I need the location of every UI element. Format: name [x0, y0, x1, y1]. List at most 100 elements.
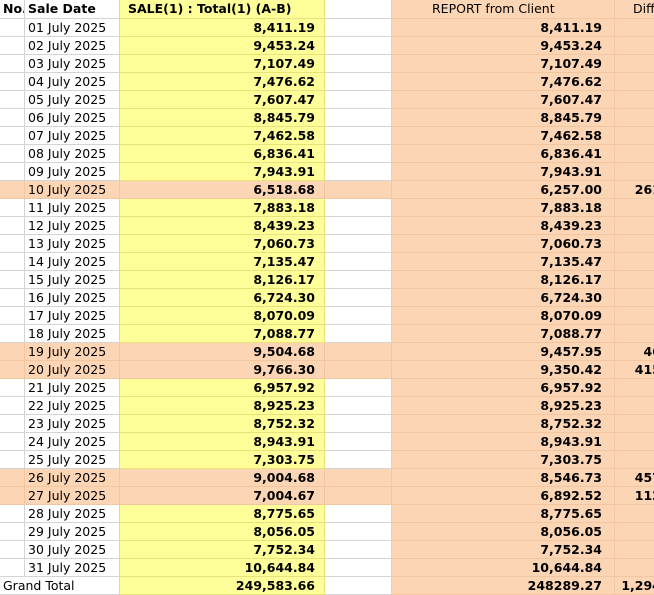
empty-cell[interactable]	[325, 361, 392, 379]
grand-total-report[interactable]: 248289.27	[392, 577, 615, 595]
empty-cell[interactable]	[325, 217, 392, 235]
diff-cell[interactable]: -	[615, 109, 654, 127]
row-number-cell[interactable]	[0, 253, 25, 271]
empty-cell[interactable]	[325, 55, 392, 73]
diff-cell[interactable]: -	[615, 37, 654, 55]
report-cell[interactable]: 8,126.17	[392, 271, 615, 289]
row-number-cell[interactable]	[0, 343, 25, 361]
sale-total-cell[interactable]: 7,060.73	[120, 235, 325, 253]
row-number-cell[interactable]	[0, 217, 25, 235]
row-number-cell[interactable]	[0, 73, 25, 91]
sale-total-cell[interactable]: 6,957.92	[120, 379, 325, 397]
empty-cell[interactable]	[325, 289, 392, 307]
diff-cell[interactable]: -	[615, 163, 654, 181]
sale-total-cell[interactable]: 9,504.68	[120, 343, 325, 361]
sale-date-cell[interactable]: 07 July 2025	[25, 127, 120, 145]
report-cell[interactable]: 8,439.23	[392, 217, 615, 235]
sale-date-cell[interactable]: 27 July 2025	[25, 487, 120, 505]
diff-cell[interactable]: -	[615, 397, 654, 415]
empty-cell[interactable]	[325, 37, 392, 55]
sale-date-cell[interactable]: 15 July 2025	[25, 271, 120, 289]
sale-date-cell[interactable]: 02 July 2025	[25, 37, 120, 55]
row-number-cell[interactable]	[0, 523, 25, 541]
report-cell[interactable]: 8,845.79	[392, 109, 615, 127]
empty-cell[interactable]	[325, 325, 392, 343]
diff-cell[interactable]: -	[615, 235, 654, 253]
diff-cell[interactable]: -	[615, 145, 654, 163]
sale-date-cell[interactable]: 13 July 2025	[25, 235, 120, 253]
report-cell[interactable]: 8,411.19	[392, 19, 615, 37]
sale-total-cell[interactable]: 8,056.05	[120, 523, 325, 541]
row-number-cell[interactable]	[0, 469, 25, 487]
sale-date-cell[interactable]: 14 July 2025	[25, 253, 120, 271]
sale-total-cell[interactable]: 7,303.75	[120, 451, 325, 469]
grand-total-label[interactable]: Grand Total	[0, 577, 120, 595]
report-cell[interactable]: 8,943.91	[392, 433, 615, 451]
sale-total-cell[interactable]: 7,476.62	[120, 73, 325, 91]
sale-date-cell[interactable]: 06 July 2025	[25, 109, 120, 127]
sale-date-cell[interactable]: 23 July 2025	[25, 415, 120, 433]
sale-total-cell[interactable]: 7,088.77	[120, 325, 325, 343]
empty-cell[interactable]	[325, 343, 392, 361]
sale-date-cell[interactable]: 29 July 2025	[25, 523, 120, 541]
sale-date-cell[interactable]: 05 July 2025	[25, 91, 120, 109]
report-cell[interactable]: 6,957.92	[392, 379, 615, 397]
sale-total-cell[interactable]: 8,943.91	[120, 433, 325, 451]
empty-cell[interactable]	[325, 541, 392, 559]
sale-total-cell[interactable]: 7,107.49	[120, 55, 325, 73]
row-number-cell[interactable]	[0, 451, 25, 469]
row-number-cell[interactable]	[0, 109, 25, 127]
report-cell[interactable]: 7,752.34	[392, 541, 615, 559]
diff-cell[interactable]: -	[615, 325, 654, 343]
diff-cell[interactable]: -	[615, 433, 654, 451]
header-empty-cell[interactable]	[325, 0, 392, 19]
report-cell[interactable]: 8,056.05	[392, 523, 615, 541]
sale-total-cell[interactable]: 8,752.32	[120, 415, 325, 433]
row-number-cell[interactable]	[0, 37, 25, 55]
sale-date-cell[interactable]: 17 July 2025	[25, 307, 120, 325]
empty-cell[interactable]	[325, 253, 392, 271]
report-cell[interactable]: 7,607.47	[392, 91, 615, 109]
header-sale-date[interactable]: Sale Date	[25, 0, 120, 19]
diff-cell[interactable]: -	[615, 415, 654, 433]
sale-total-cell[interactable]: 8,775.65	[120, 505, 325, 523]
sale-total-cell[interactable]: 6,518.68	[120, 181, 325, 199]
sale-total-cell[interactable]: 7,135.47	[120, 253, 325, 271]
diff-cell[interactable]: -	[615, 379, 654, 397]
diff-cell[interactable]: -	[615, 19, 654, 37]
sale-date-cell[interactable]: 30 July 2025	[25, 541, 120, 559]
sale-total-cell[interactable]: 6,836.41	[120, 145, 325, 163]
sale-total-cell[interactable]: 7,883.18	[120, 199, 325, 217]
diff-cell[interactable]: -	[615, 523, 654, 541]
sale-total-cell[interactable]: 7,752.34	[120, 541, 325, 559]
sale-total-cell[interactable]: 8,925.23	[120, 397, 325, 415]
sale-total-cell[interactable]: 9,453.24	[120, 37, 325, 55]
report-cell[interactable]: 8,775.65	[392, 505, 615, 523]
row-number-cell[interactable]	[0, 91, 25, 109]
report-cell[interactable]: 9,350.42	[392, 361, 615, 379]
diff-cell[interactable]: -	[615, 127, 654, 145]
empty-cell[interactable]	[325, 433, 392, 451]
empty-cell[interactable]	[325, 415, 392, 433]
sale-date-cell[interactable]: 22 July 2025	[25, 397, 120, 415]
diff-cell[interactable]: 261.68	[615, 181, 654, 199]
row-number-cell[interactable]	[0, 163, 25, 181]
row-number-cell[interactable]	[0, 307, 25, 325]
sale-date-cell[interactable]: 18 July 2025	[25, 325, 120, 343]
empty-cell[interactable]	[325, 505, 392, 523]
report-cell[interactable]: 8,925.23	[392, 397, 615, 415]
report-cell[interactable]: 6,724.30	[392, 289, 615, 307]
sale-date-cell[interactable]: 11 July 2025	[25, 199, 120, 217]
sale-date-cell[interactable]: 19 July 2025	[25, 343, 120, 361]
report-cell[interactable]: 8,070.09	[392, 307, 615, 325]
row-number-cell[interactable]	[0, 19, 25, 37]
sale-date-cell[interactable]: 24 July 2025	[25, 433, 120, 451]
empty-cell[interactable]	[325, 163, 392, 181]
sale-total-cell[interactable]: 8,126.17	[120, 271, 325, 289]
report-cell[interactable]: 7,060.73	[392, 235, 615, 253]
report-cell[interactable]: 7,088.77	[392, 325, 615, 343]
diff-cell[interactable]: -	[615, 271, 654, 289]
diff-cell[interactable]: 46.73	[615, 343, 654, 361]
empty-cell[interactable]	[325, 379, 392, 397]
sale-total-cell[interactable]: 8,439.23	[120, 217, 325, 235]
